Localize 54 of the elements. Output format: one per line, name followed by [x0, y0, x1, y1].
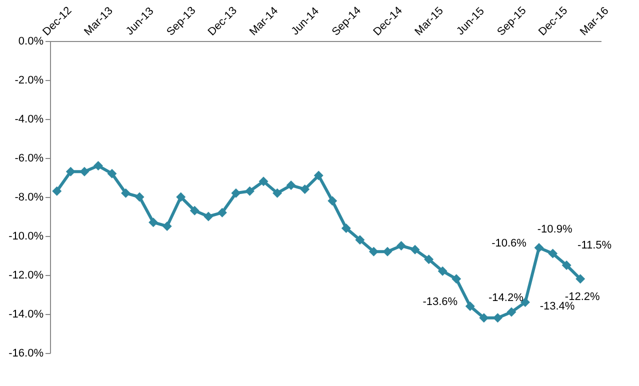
data-label: -10.6% [492, 238, 527, 250]
point [534, 242, 544, 252]
point [52, 186, 62, 196]
point [66, 166, 76, 176]
y-tick-label: 0.0% [18, 36, 44, 48]
point [272, 188, 282, 198]
point [396, 241, 406, 250]
point [492, 313, 502, 323]
point [80, 166, 90, 176]
point [217, 208, 227, 218]
data-label: -14.2% [488, 292, 524, 304]
point [244, 186, 254, 196]
point [286, 180, 296, 190]
point [438, 266, 448, 276]
data-label: -13.6% [422, 296, 458, 308]
point [300, 184, 310, 194]
y-tick-label: -2.0% [14, 74, 44, 86]
point [341, 223, 351, 233]
point [134, 192, 144, 202]
point [368, 246, 378, 256]
data-label: -13.4% [540, 300, 575, 312]
data-label: -12.2% [564, 290, 600, 303]
point [479, 313, 489, 323]
point [424, 254, 434, 264]
point [506, 307, 516, 317]
y-tick-label: -14.0% [8, 308, 44, 320]
point [231, 188, 241, 198]
point [410, 244, 420, 254]
point [355, 235, 365, 245]
point [382, 246, 392, 256]
y-tick-label: -6.0% [14, 152, 44, 164]
y-tick-label: -4.0% [14, 114, 44, 126]
data-label: -11.5% [578, 239, 612, 252]
y-tick-label: -16.0% [8, 348, 44, 360]
point [548, 248, 558, 258]
point [148, 218, 158, 228]
point [162, 222, 172, 231]
point [204, 212, 214, 222]
data-label: -10.9% [537, 224, 572, 236]
point [465, 301, 475, 311]
point [190, 206, 200, 216]
y-tick-label: -12.0% [8, 270, 44, 282]
point [176, 192, 186, 202]
point [314, 170, 324, 180]
point [562, 260, 572, 270]
point [576, 274, 586, 284]
point [121, 188, 131, 198]
point [258, 176, 268, 186]
point [328, 196, 338, 206]
point [93, 161, 103, 171]
point [107, 168, 117, 178]
y-tick-label: -8.0% [14, 192, 44, 204]
y-tick-label: -10.0% [8, 230, 44, 242]
point [452, 274, 462, 284]
